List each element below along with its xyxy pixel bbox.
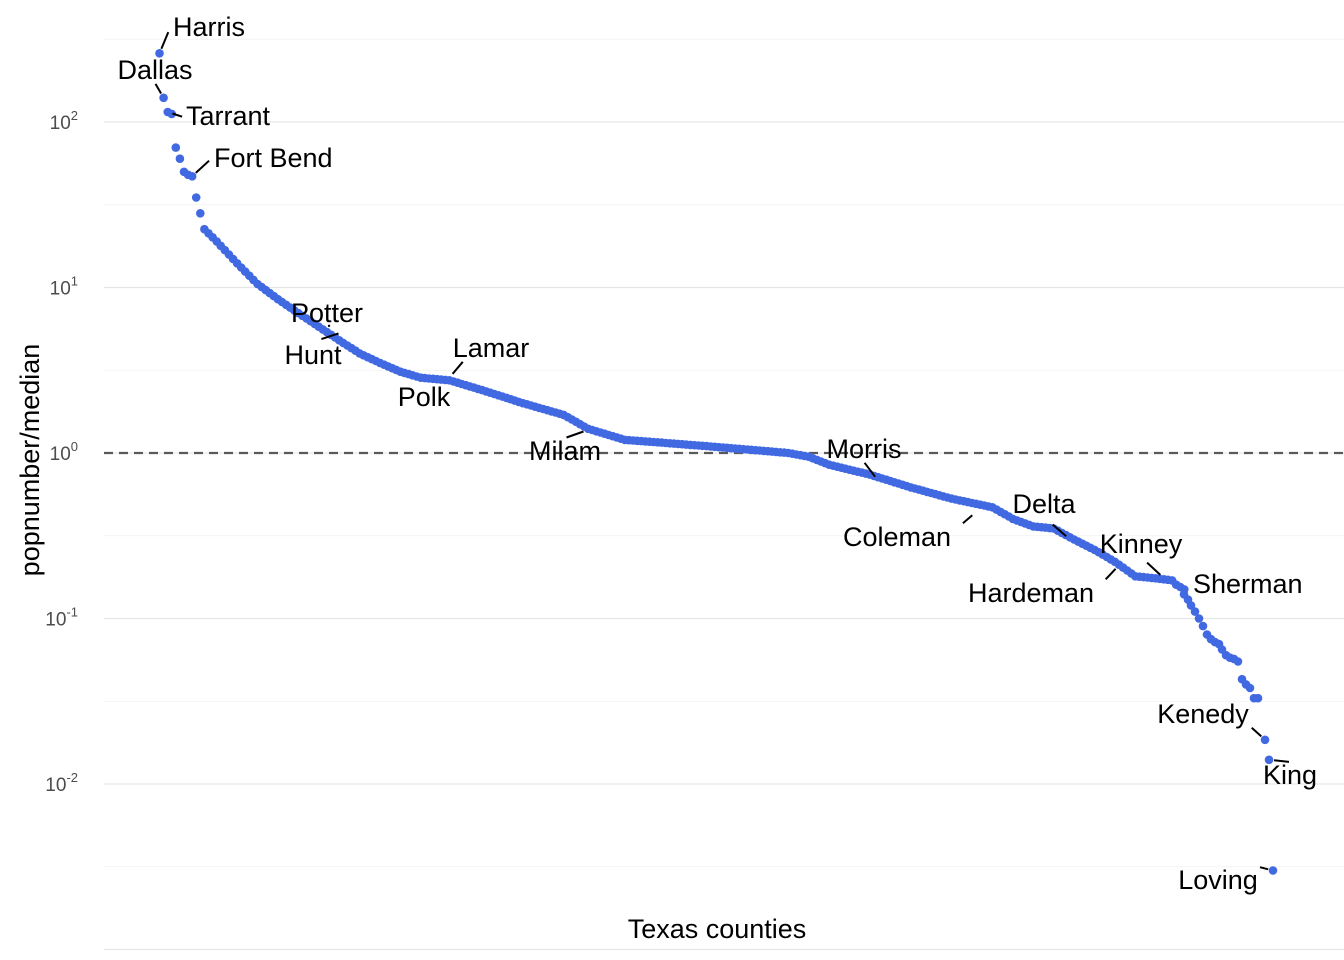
grid-lines — [104, 38, 1344, 951]
label-leader — [1273, 759, 1290, 763]
point-label: Loving — [1178, 865, 1258, 895]
y-tick-label: 100 — [50, 439, 78, 465]
point-label: Dallas — [117, 55, 192, 85]
data-point — [1186, 601, 1196, 610]
label-leader — [321, 332, 339, 341]
data-point — [187, 172, 197, 181]
data-point — [159, 93, 168, 103]
data-point — [1233, 657, 1243, 666]
point-label: Hunt — [284, 340, 342, 370]
label-leader — [195, 159, 210, 174]
point-label: Kinney — [1100, 529, 1183, 559]
y-tick-label: 10-1 — [45, 605, 78, 631]
label-leader — [1051, 523, 1067, 538]
data-point — [191, 193, 201, 202]
data-point — [1194, 614, 1204, 623]
data-point — [167, 109, 176, 119]
data-points — [155, 49, 1278, 875]
label-leader — [172, 112, 183, 118]
x-axis-title: Texas counties — [628, 914, 807, 944]
data-point — [1268, 866, 1278, 875]
y-tick-label: 10-2 — [45, 770, 78, 796]
point-label: Hardeman — [968, 578, 1094, 608]
label-leader-lines — [154, 31, 1290, 871]
label-leader — [154, 83, 162, 95]
point-label: Kenedy — [1157, 699, 1249, 729]
data-point — [1260, 735, 1270, 745]
point-label: King — [1263, 760, 1317, 790]
label-leader — [451, 361, 464, 375]
label-leader — [160, 31, 170, 50]
label-leader — [863, 462, 876, 478]
point-label: Milam — [529, 436, 601, 466]
y-axis-title: popnumber/median — [15, 344, 45, 577]
label-leader — [1104, 568, 1117, 580]
point-label: Polk — [398, 382, 451, 412]
point-label: Lamar — [453, 333, 530, 363]
data-point — [1245, 683, 1255, 693]
point-label: Delta — [1012, 489, 1076, 519]
data-point — [155, 49, 164, 58]
y-axis-tick-labels: 102 101 100 10-1 10-2 — [45, 108, 78, 796]
label-leader — [1251, 726, 1262, 738]
point-label: Sherman — [1193, 569, 1303, 599]
data-point — [175, 154, 185, 163]
data-point — [1253, 693, 1263, 703]
point-label: Coleman — [843, 522, 951, 552]
label-leader — [1259, 866, 1269, 871]
y-tick-label: 102 — [50, 108, 78, 134]
label-leader — [566, 430, 584, 439]
point-label: Harris — [173, 12, 245, 42]
point-label: Potter — [291, 298, 363, 328]
data-point — [196, 209, 205, 218]
data-point — [171, 143, 181, 152]
data-point — [1264, 755, 1274, 765]
label-leader — [962, 514, 973, 525]
point-labels: Harris Dallas Tarrant Fort Bend Potter Hunt La… — [117, 12, 1317, 895]
point-label: Tarrant — [186, 101, 271, 131]
data-point — [1190, 607, 1200, 616]
point-label: Fort Bend — [214, 143, 333, 173]
point-label: Morris — [827, 434, 902, 464]
data-point — [1198, 621, 1208, 631]
y-tick-label: 101 — [50, 274, 78, 300]
label-leader — [1146, 561, 1161, 576]
